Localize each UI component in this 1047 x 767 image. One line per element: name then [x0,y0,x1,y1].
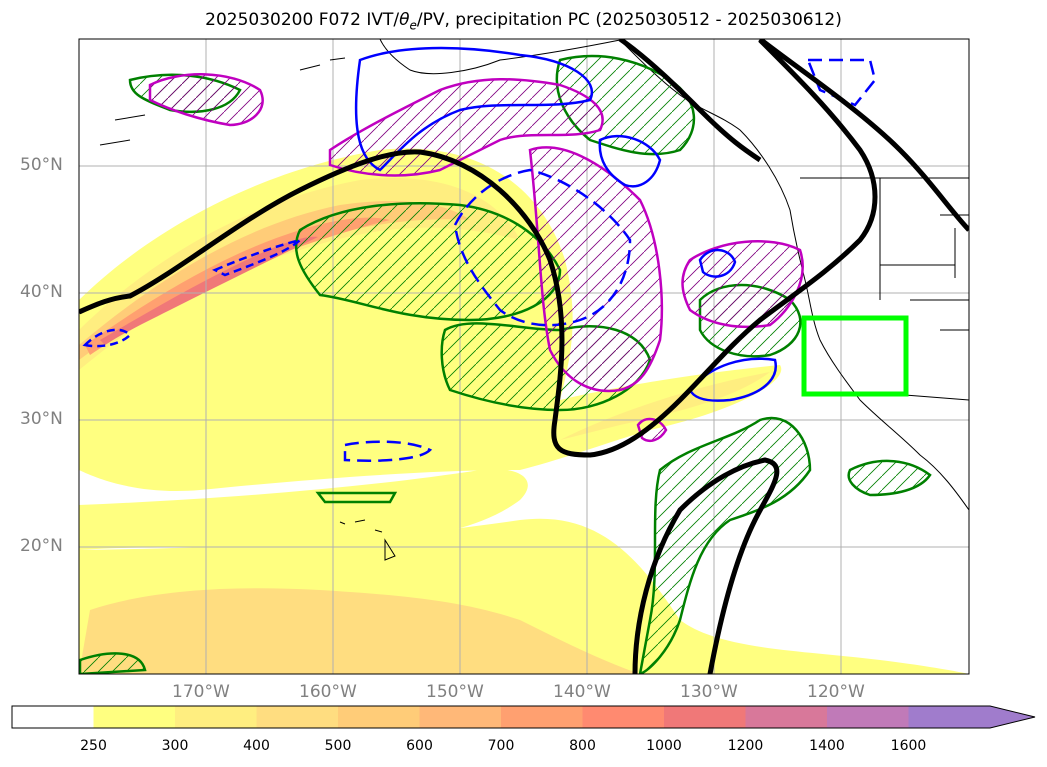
map-area [79,39,969,674]
lon-label-120w: 120°W [807,682,865,702]
lon-label-150w: 150°W [426,682,484,702]
lon-label-130w: 130°W [680,682,738,702]
colorbar-tick-label: 700 [488,738,515,754]
lon-label-170w: 170°W [172,682,230,702]
colorbar-tick-label: 400 [243,738,270,754]
colorbar-bin [420,706,502,728]
lat-label-50n: 50°N [20,155,63,175]
colorbar-tick-label: 1000 [646,738,682,754]
lat-label-40n: 40°N [20,282,63,302]
colorbar-tick-label: 600 [406,738,433,754]
colorbar-tick-label: 500 [325,738,352,754]
colorbar-tick-label: 1200 [728,738,764,754]
colorbar-tick-label: 1400 [809,738,845,754]
colorbar-extend-arrow [950,706,1035,728]
colorbar-tick-label: 250 [80,738,107,754]
lat-label-20n: 20°N [20,536,63,556]
colorbar [12,706,1035,728]
colorbar-bin [94,706,176,728]
lat-label-30n: 30°N [20,409,63,429]
colorbar-bin [501,706,583,728]
colorbar-bin [746,706,828,728]
colorbar-bin [664,706,746,728]
colorbar-tick-label: 300 [162,738,189,754]
colorbar-bin [827,706,909,728]
colorbar-bin-below [12,706,94,728]
colorbar-bin [175,706,257,728]
colorbar-bin [583,706,665,728]
colorbar-bin [257,706,339,728]
precip-area-sw [80,653,145,674]
colorbar-tick-label: 1600 [891,738,927,754]
lon-label-140w: 140°W [553,682,611,702]
colorbar-tick-label: 800 [569,738,596,754]
colorbar-bin [338,706,420,728]
lon-label-160w: 160°W [299,682,357,702]
